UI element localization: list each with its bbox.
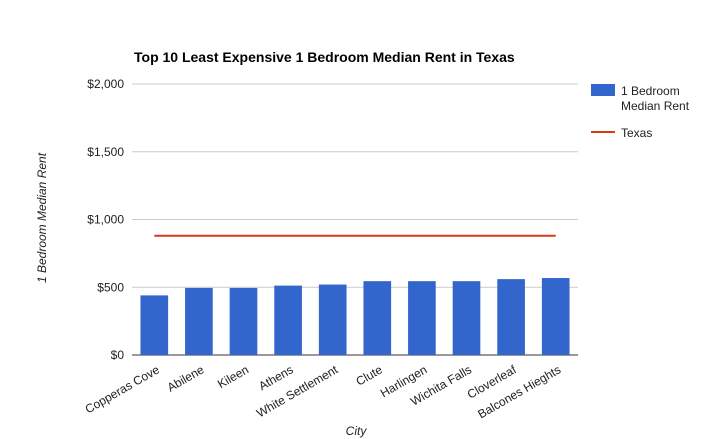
legend-swatch — [591, 84, 615, 96]
chart-title: Top 10 Least Expensive 1 Bedroom Median … — [134, 49, 515, 65]
y-tick-label: $500 — [97, 280, 124, 294]
y-axis-ticks: $0 $500 $1,000 $1,500 $2,000 — [87, 77, 124, 362]
bar — [363, 281, 392, 355]
bar — [408, 281, 436, 355]
x-tick-label: Clute — [354, 362, 386, 388]
y-tick-label: $2,000 — [87, 77, 124, 91]
bar — [541, 278, 570, 355]
x-tick-label: Copperas Cove — [83, 362, 162, 416]
y-axis-title: 1 Bedroom Median Rent — [35, 152, 49, 283]
bar — [274, 285, 302, 355]
bar — [140, 295, 169, 355]
y-tick-label: $0 — [111, 348, 125, 362]
x-tick-label: Abilene — [165, 362, 207, 394]
bars — [140, 278, 570, 355]
x-tick-label: Kileen — [215, 362, 251, 391]
bar — [452, 281, 481, 355]
bar — [229, 287, 258, 355]
legend-label: Texas — [621, 126, 652, 140]
bar — [185, 287, 213, 355]
x-axis-title: City — [346, 424, 368, 438]
bar — [497, 279, 525, 355]
bar — [318, 284, 347, 355]
legend-label: Median Rent — [621, 99, 690, 113]
y-tick-label: $1,500 — [87, 145, 124, 159]
legend-label: 1 Bedroom — [621, 84, 680, 98]
x-tick-label: White Settlement — [254, 362, 341, 420]
y-tick-label: $1,000 — [87, 213, 124, 227]
